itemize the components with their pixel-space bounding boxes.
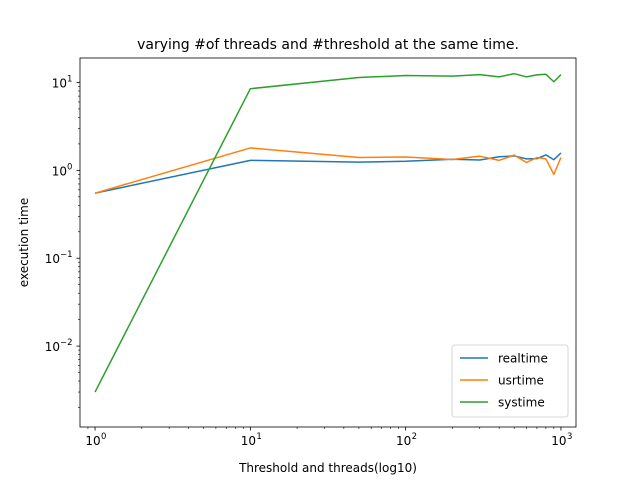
x-tick-label-exponent: 1	[256, 432, 261, 442]
series-layer	[94, 72, 562, 393]
x-tick-label: 10 0	[85, 432, 106, 448]
y-tick-label-exponent: 0	[67, 162, 72, 172]
x-tick-label: 10 3	[551, 432, 572, 448]
y-tick-label-base: 10	[52, 76, 67, 90]
plot-frame	[79, 57, 577, 428]
legend-box	[451, 344, 569, 418]
x-tick-label-base: 10	[396, 434, 411, 448]
y-axis-label: execution time	[17, 198, 31, 287]
legend-label-systime: systime	[498, 396, 545, 410]
x-tick-label: 10 1	[241, 432, 262, 448]
legend-label-realtime: realtime	[498, 352, 548, 366]
x-tick-label-base: 10	[551, 434, 566, 448]
y-tick-label-exponent: −1	[60, 250, 73, 260]
series-line-usrtime	[94, 147, 562, 194]
x-tick-label: 10 2	[396, 432, 417, 448]
series-line-systime	[94, 72, 562, 393]
y-tick-label: 10 0	[52, 162, 73, 178]
y-tick-label-base: 10	[52, 164, 67, 178]
chart-title: varying #of threads and #threshold at th…	[137, 37, 519, 53]
y-tick-label-base: 10	[45, 340, 60, 354]
y-tick-label-exponent: 1	[67, 74, 72, 84]
legend-label-usrtime: usrtime	[498, 374, 544, 388]
y-tick-label: 10 1	[52, 74, 73, 90]
x-axis-label: Threshold and threads(log10)	[238, 461, 417, 475]
x-tick-label-base: 10	[85, 434, 100, 448]
x-tick-label-exponent: 2	[412, 432, 417, 442]
legend: realtime usrtime systime	[451, 344, 569, 418]
x-tick-label-exponent: 3	[567, 432, 572, 442]
x-axis: 10 0 10 1 10 2 10 3	[85, 427, 572, 448]
y-tick-label: 10 −2	[45, 338, 73, 354]
series-line-realtime	[94, 152, 562, 194]
x-tick-label-base: 10	[241, 434, 256, 448]
y-tick-label-base: 10	[45, 252, 60, 266]
y-tick-label: 10 −1	[45, 250, 73, 266]
y-tick-label-exponent: −2	[60, 338, 73, 348]
x-tick-label-exponent: 0	[101, 432, 106, 442]
